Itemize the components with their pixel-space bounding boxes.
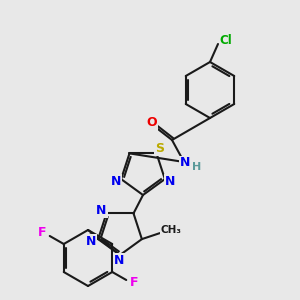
Text: H: H bbox=[192, 162, 202, 172]
Text: N: N bbox=[114, 254, 124, 266]
Text: CH₃: CH₃ bbox=[160, 225, 182, 235]
Text: N: N bbox=[165, 175, 175, 188]
Text: F: F bbox=[130, 277, 139, 290]
Text: O: O bbox=[147, 116, 157, 130]
Text: Cl: Cl bbox=[220, 34, 232, 46]
Text: S: S bbox=[155, 142, 164, 155]
Text: N: N bbox=[180, 157, 190, 169]
Text: N: N bbox=[111, 175, 121, 188]
Text: N: N bbox=[96, 204, 107, 217]
Text: N: N bbox=[86, 235, 96, 248]
Text: F: F bbox=[38, 226, 46, 239]
